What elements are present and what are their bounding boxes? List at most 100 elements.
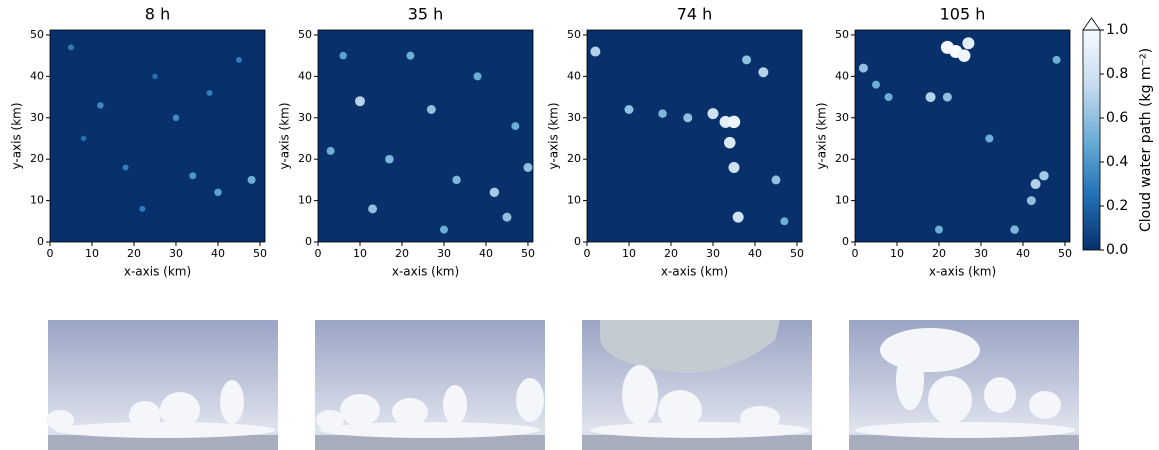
cloud-cell <box>926 92 936 102</box>
x-tick-label: 20 <box>664 247 678 260</box>
y-axis-label: y-axis (km) <box>10 102 24 169</box>
colorbar-extend <box>1083 18 1100 30</box>
x-tick-label: 50 <box>1058 247 1072 260</box>
x-tick-label: 40 <box>479 247 493 260</box>
cloud-cell <box>859 64 868 73</box>
cloud-cell <box>1039 171 1049 181</box>
y-tick-label: 0 <box>842 235 849 248</box>
x-tick-label: 0 <box>315 247 322 260</box>
y-tick-label: 50 <box>835 28 849 41</box>
x-tick-label: 50 <box>790 247 804 260</box>
colorbar-label: Cloud water path (kg m⁻²) <box>1138 48 1154 232</box>
cloud-cell <box>385 155 394 164</box>
x-tick-label: 10 <box>890 247 904 260</box>
x-tick-label: 0 <box>852 247 859 260</box>
cloud-cell <box>590 47 600 57</box>
heatmap-background <box>318 30 533 242</box>
x-tick-label: 10 <box>85 247 99 260</box>
x-tick-label: 20 <box>127 247 141 260</box>
cloud-cell <box>771 175 780 184</box>
y-tick-label: 50 <box>30 28 44 41</box>
y-tick-label: 30 <box>835 111 849 124</box>
cloud-cell <box>97 102 104 109</box>
y-axis-label: y-axis (km) <box>547 102 561 169</box>
cloud-cell <box>1031 179 1041 189</box>
y-tick-label: 10 <box>835 194 849 207</box>
cloud-cell <box>728 116 741 129</box>
cloud-cell <box>406 52 414 60</box>
cloud-cell <box>139 206 145 212</box>
colorbar-tick-label: 0.6 <box>1106 110 1128 126</box>
cloud-cell <box>68 44 74 50</box>
cloud-cell <box>1010 225 1019 234</box>
x-axis-label: x-axis (km) <box>661 265 728 279</box>
cloud-cell <box>173 115 180 122</box>
x-tick-label: 50 <box>253 247 267 260</box>
render-2 <box>315 320 545 450</box>
y-tick-label: 30 <box>30 111 44 124</box>
y-tick-label: 50 <box>298 28 312 41</box>
colorbar <box>1083 30 1100 250</box>
y-tick-label: 20 <box>835 152 849 165</box>
cloud-cell <box>207 90 213 96</box>
heatmap-background <box>587 30 802 242</box>
y-tick-label: 40 <box>835 69 849 82</box>
x-tick-label: 40 <box>1016 247 1030 260</box>
panel-title: 35 h <box>408 5 444 24</box>
x-tick-label: 30 <box>706 247 720 260</box>
cloud-cell <box>214 189 222 197</box>
render-1 <box>46 320 278 450</box>
x-tick-label: 30 <box>437 247 451 260</box>
cloud-cell <box>758 67 768 77</box>
render-3 <box>582 320 812 450</box>
x-tick-label: 10 <box>622 247 636 260</box>
cloud-cell <box>474 72 482 80</box>
cloud-cell <box>1027 196 1036 205</box>
cloud-cell <box>624 105 633 114</box>
cloud-cell <box>962 37 974 49</box>
cloud-cell <box>440 226 448 234</box>
cloud-cell <box>368 204 377 213</box>
x-axis-label: x-axis (km) <box>124 265 191 279</box>
y-tick-label: 50 <box>567 28 581 41</box>
cloud-cell <box>339 52 347 60</box>
cloud-cell <box>780 217 788 225</box>
colorbar-tick-label: 0.2 <box>1106 198 1128 214</box>
render-4 <box>849 320 1079 450</box>
cloud-cell <box>511 122 519 130</box>
cloud-cell <box>355 96 365 106</box>
x-tick-label: 50 <box>521 247 535 260</box>
x-tick-label: 30 <box>974 247 988 260</box>
y-tick-label: 10 <box>298 194 312 207</box>
cloud-cell <box>523 163 532 172</box>
cloud-cell <box>872 81 880 89</box>
cloud-cell <box>427 105 436 114</box>
y-tick-label: 40 <box>298 69 312 82</box>
y-tick-label: 40 <box>567 69 581 82</box>
x-tick-label: 40 <box>211 247 225 260</box>
cloud-cell <box>728 162 739 173</box>
y-tick-label: 10 <box>30 194 44 207</box>
cloud-cell <box>236 57 242 63</box>
y-tick-label: 40 <box>30 69 44 82</box>
y-tick-label: 30 <box>567 111 581 124</box>
y-tick-label: 0 <box>574 235 581 248</box>
cloud-cell <box>958 49 971 62</box>
y-axis-label: y-axis (km) <box>815 102 829 169</box>
colorbar-tick-label: 1.0 <box>1106 22 1128 38</box>
cloud-cell <box>452 176 461 185</box>
colorbar-tick-label: 0.8 <box>1106 66 1128 82</box>
cloud-cell <box>943 93 952 102</box>
cloud-cell <box>123 164 129 170</box>
x-tick-label: 40 <box>748 247 762 260</box>
panel-title: 105 h <box>940 5 986 24</box>
cloud-cell <box>742 55 751 64</box>
cloud-cell <box>248 176 256 184</box>
cloud-cell <box>152 74 158 80</box>
cloud-cell <box>733 212 744 223</box>
heatmap-background <box>855 30 1070 242</box>
y-tick-label: 0 <box>305 235 312 248</box>
cloud-cell <box>490 188 500 198</box>
cloud-cell <box>189 172 196 179</box>
x-tick-label: 0 <box>584 247 591 260</box>
